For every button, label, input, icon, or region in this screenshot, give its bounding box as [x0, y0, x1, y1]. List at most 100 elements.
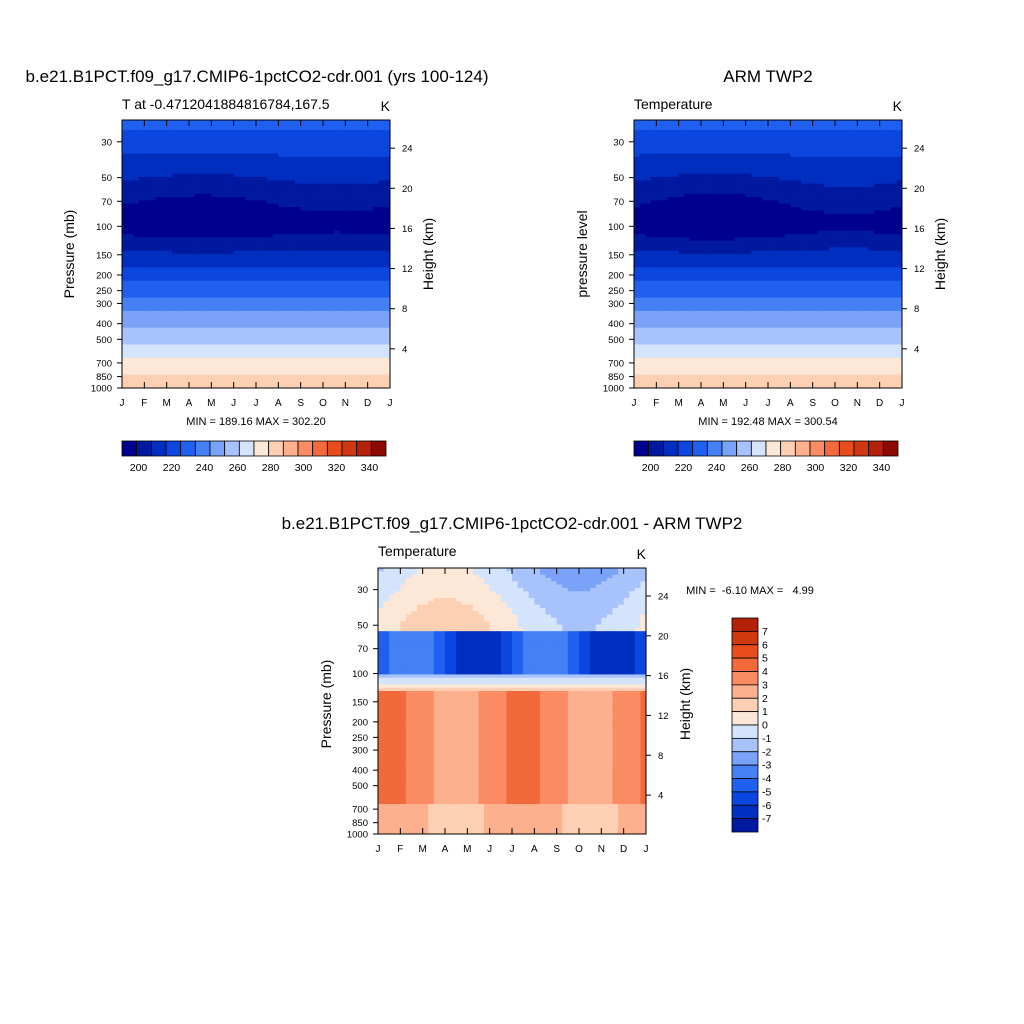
- contour-cell: [639, 327, 646, 332]
- contour-cell: [334, 267, 341, 272]
- contour-cell: [656, 284, 663, 288]
- contour-cell: [244, 136, 251, 141]
- contour-cell: [639, 227, 646, 231]
- contour-cell: [177, 371, 184, 375]
- contour-cell: [673, 170, 680, 174]
- contour-cell: [656, 130, 663, 134]
- contour-cell: [639, 284, 646, 288]
- contour-cell: [384, 270, 391, 275]
- contour-cell: [634, 347, 640, 352]
- contour-cell: [311, 126, 318, 131]
- contour-cell: [678, 227, 685, 231]
- contour-cell: [667, 230, 674, 235]
- contour-cell: [323, 270, 329, 275]
- contour-cell: [667, 270, 674, 275]
- contour-cell: [378, 183, 385, 188]
- contour-cell: [339, 146, 346, 151]
- contour-cell: [289, 140, 296, 144]
- contour-cell: [678, 361, 685, 365]
- contour-cell: [138, 304, 145, 308]
- contour-cell: [272, 160, 279, 164]
- contour-cell: [166, 247, 173, 252]
- contour-cell: [356, 344, 363, 349]
- contour-cell: [367, 314, 374, 319]
- contour-cell: [205, 143, 212, 148]
- contour-cell: [189, 247, 195, 252]
- contour-cell: [384, 267, 391, 272]
- contour-cell: [166, 143, 173, 148]
- contour-cell: [667, 250, 674, 255]
- contour-cell: [673, 310, 680, 315]
- contour-cell: [133, 331, 140, 335]
- contour-cell: [645, 136, 652, 141]
- contour-cell: [289, 217, 296, 221]
- contour-cell: [122, 364, 128, 369]
- contour-cell: [667, 361, 674, 365]
- contour-cell: [278, 324, 285, 329]
- contour-cell: [350, 213, 357, 218]
- contour-cell: [695, 377, 702, 382]
- contour-cell: [183, 166, 190, 171]
- contour-cell: [244, 297, 251, 302]
- contour-cell: [673, 176, 680, 181]
- contour-cell: [311, 314, 318, 319]
- contour-cell: [272, 274, 279, 278]
- contour-cell: [289, 230, 296, 235]
- y-tick-label: 300: [96, 299, 112, 310]
- contour-cell: [205, 374, 212, 379]
- contour-cell: [384, 227, 391, 231]
- contour-cell: [678, 153, 685, 158]
- contour-cell: [161, 237, 168, 241]
- contour-cell: [222, 347, 229, 352]
- contour-cell: [295, 294, 302, 298]
- contour-cell: [300, 213, 307, 218]
- contour-cell: [272, 277, 279, 282]
- contour-cell: [373, 361, 380, 365]
- contour-cell: [684, 341, 691, 345]
- contour-cell: [306, 200, 313, 205]
- contour-cell: [244, 156, 251, 161]
- contour-cell: [272, 267, 279, 272]
- contour-cell: [367, 267, 374, 272]
- contour-cell: [384, 230, 391, 235]
- contour-cell: [673, 240, 680, 245]
- contour-cell: [689, 180, 696, 185]
- contour-cell: [261, 130, 268, 134]
- contour-cell: [189, 381, 195, 386]
- contour-cell: [261, 156, 268, 161]
- contour-cell: [144, 213, 151, 218]
- contour-cell: [256, 254, 262, 258]
- contour-cell: [144, 143, 151, 148]
- contour-cell: [701, 190, 707, 195]
- contour-cell: [306, 247, 313, 252]
- contour-cell: [323, 341, 329, 345]
- contour-cell: [278, 163, 285, 168]
- contour-cell: [216, 280, 223, 285]
- contour-cell: [673, 280, 680, 285]
- contour-cell: [155, 314, 162, 319]
- contour-cell: [222, 284, 229, 288]
- contour-cell: [695, 220, 702, 225]
- contour-cell: [323, 146, 329, 151]
- contour-cell: [362, 344, 369, 349]
- contour-cell: [339, 140, 346, 144]
- contour-cell: [272, 150, 279, 154]
- contour-cell: [661, 150, 668, 154]
- contour-cell: [205, 160, 212, 164]
- contour-cell: [278, 310, 285, 315]
- contour-cell: [645, 290, 652, 295]
- contour-cell: [384, 156, 391, 161]
- colorbar-swatch: [326, 440, 343, 457]
- contour-cell: [311, 357, 318, 362]
- contour-cell: [161, 130, 168, 134]
- contour-cell: [283, 367, 290, 372]
- contour-cell: [334, 166, 341, 171]
- contour-cell: [367, 183, 374, 188]
- contour-cell: [701, 130, 707, 134]
- contour-cell: [667, 130, 674, 134]
- contour-cell: [122, 193, 128, 198]
- contour-cell: [133, 227, 140, 231]
- contour-cell: [356, 217, 363, 221]
- contour-cell: [689, 193, 696, 198]
- contour-cell: [189, 126, 195, 131]
